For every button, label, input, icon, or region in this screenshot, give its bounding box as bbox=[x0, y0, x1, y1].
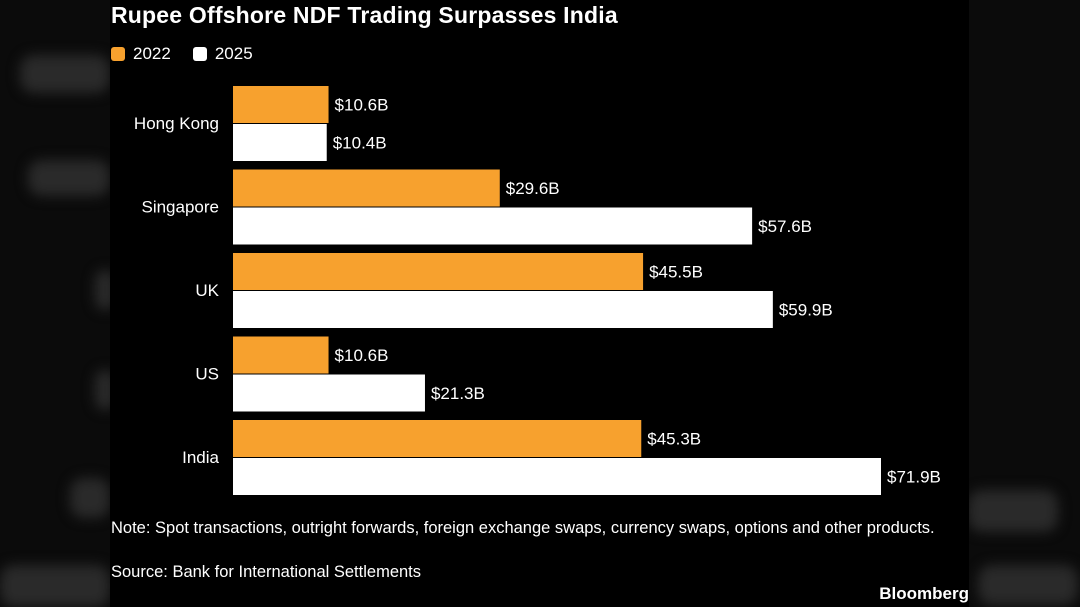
legend-item-2022: 2022 bbox=[111, 44, 171, 64]
legend-label-2025: 2025 bbox=[214, 44, 253, 63]
legend-swatch-2022 bbox=[111, 47, 125, 61]
category-label-india: India bbox=[182, 448, 219, 467]
legend-label-2022: 2022 bbox=[133, 44, 171, 63]
bar-singapore-2025 bbox=[233, 207, 753, 245]
bar-uk-2022 bbox=[233, 253, 644, 290]
bar-india-2022 bbox=[233, 420, 642, 457]
category-label-uk: UK bbox=[195, 281, 219, 300]
bar-hong-kong-2025 bbox=[233, 124, 327, 161]
chart-source: Source: Bank for International Settlemen… bbox=[111, 563, 422, 581]
bar-chart: Hong Kong $10.6B $10.4B Singapore $29.6B $57.… bbox=[134, 86, 941, 495]
data-label-hong-kong-2022: $10.6B bbox=[335, 96, 389, 115]
bar-us-2025 bbox=[233, 374, 425, 412]
bloomberg-logo: Bloomberg bbox=[879, 584, 969, 603]
data-label-uk-2022: $45.5B bbox=[649, 263, 703, 282]
chart-title: Rupee Offshore NDF Trading Surpasses Ind… bbox=[111, 2, 618, 28]
legend-swatch-2025 bbox=[192, 47, 207, 61]
bar-singapore-2022 bbox=[233, 169, 500, 207]
data-label-uk-2025: $59.9B bbox=[779, 301, 833, 320]
bar-us-2022 bbox=[233, 336, 329, 374]
background-blur-left bbox=[0, 0, 110, 607]
data-label-singapore-2025: $57.6B bbox=[758, 217, 812, 236]
category-label-us: US bbox=[195, 365, 219, 384]
data-label-singapore-2022: $29.6B bbox=[506, 179, 560, 198]
data-label-india-2025: $71.9B bbox=[887, 468, 941, 487]
category-label-singapore: Singapore bbox=[141, 198, 219, 217]
chart-panel: Rupee Offshore NDF Trading Surpasses Ind… bbox=[111, 0, 969, 607]
category-label-hong-kong: Hong Kong bbox=[134, 114, 219, 133]
bar-india-2025 bbox=[233, 458, 881, 495]
data-label-india-2022: $45.3B bbox=[647, 430, 701, 449]
bar-hong-kong-2022 bbox=[233, 86, 329, 123]
bar-uk-2025 bbox=[233, 291, 773, 328]
data-label-us-2022: $10.6B bbox=[335, 346, 389, 365]
data-label-us-2025: $21.3B bbox=[431, 384, 485, 403]
chart-legend: 2022 2025 bbox=[111, 44, 275, 64]
data-label-hong-kong-2025: $10.4B bbox=[333, 134, 387, 153]
background-blur-right bbox=[968, 0, 1080, 607]
chart-note: Note: Spot transactions, outright forwar… bbox=[111, 519, 935, 537]
legend-item-2025: 2025 bbox=[192, 44, 253, 64]
